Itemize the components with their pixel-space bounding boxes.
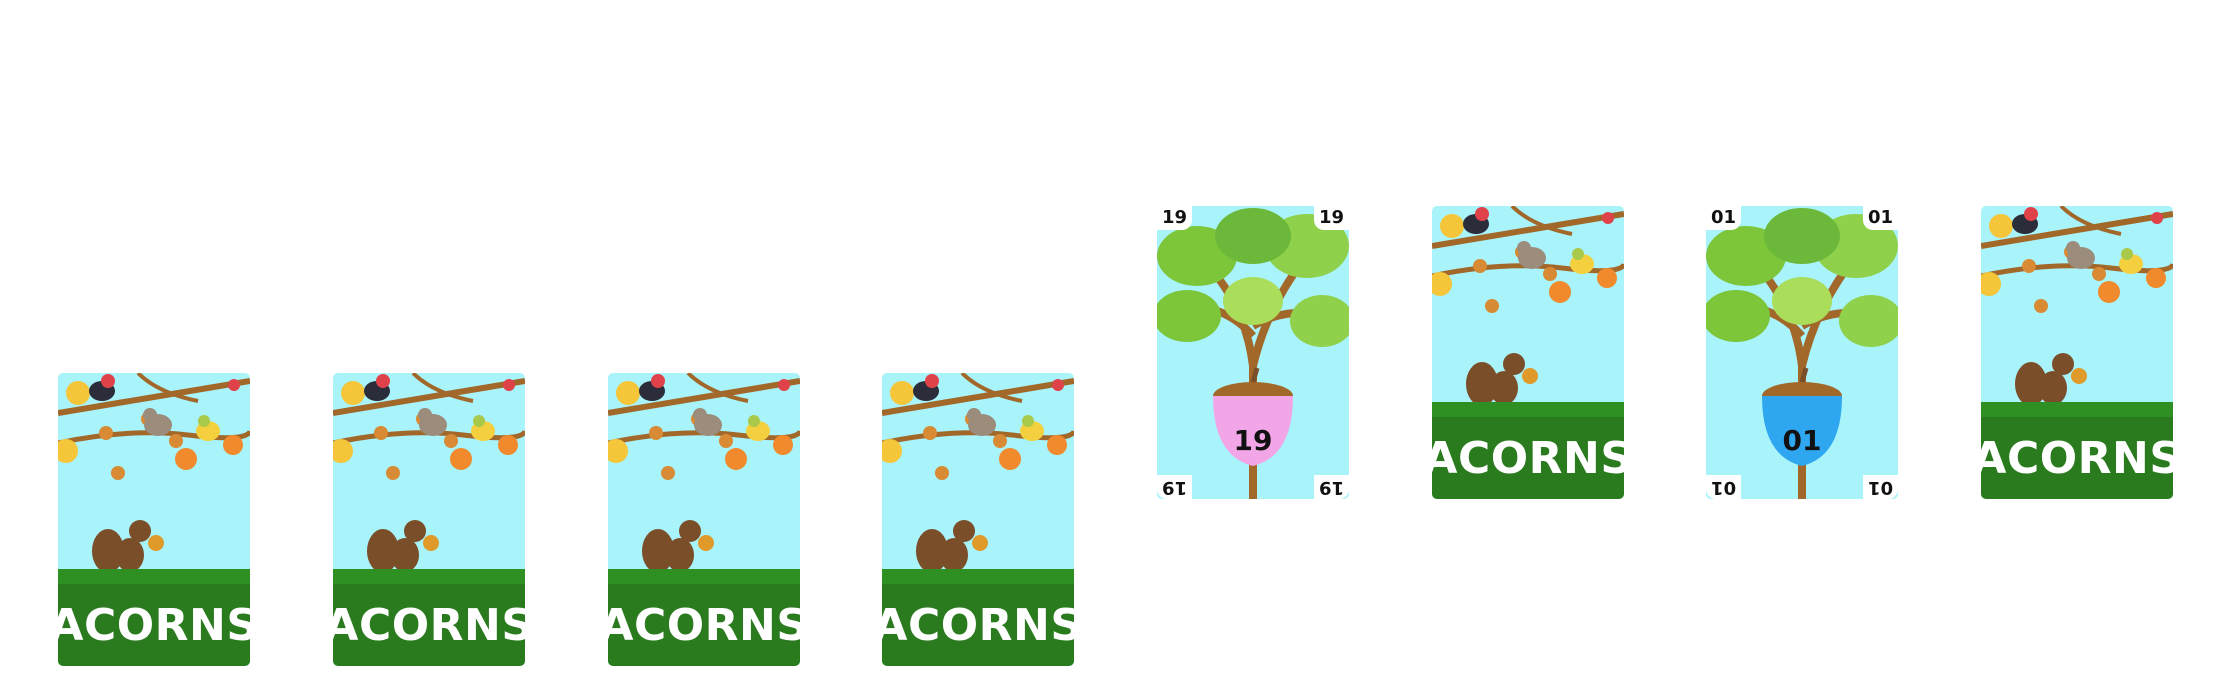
- acorn-value: 19: [1233, 424, 1273, 457]
- card-back-label: ACORNS: [58, 599, 250, 651]
- card-corner-value: 19: [1157, 475, 1193, 499]
- acorn-body: [1213, 396, 1293, 466]
- card-corner-value: 01: [1706, 206, 1742, 230]
- card-back-label: ACORNS: [1981, 432, 2173, 484]
- card-back-1[interactable]: ACORNS: [58, 373, 250, 666]
- card-corner-value: 01: [1706, 475, 1742, 499]
- card-back-art: [58, 373, 250, 666]
- card-back-2[interactable]: ACORNS: [333, 373, 525, 666]
- card-back-8[interactable]: ACORNS: [1981, 206, 2173, 499]
- card-back-4[interactable]: ACORNS: [882, 373, 1074, 666]
- card-corner-value: 01: [1862, 475, 1898, 499]
- acorn-value: 01: [1782, 424, 1822, 457]
- card-back-6[interactable]: ACORNS: [1432, 206, 1624, 499]
- card-face-01[interactable]: 01 01 01 01 01: [1706, 206, 1898, 499]
- card-back-label: ACORNS: [1432, 432, 1624, 484]
- card-corner-value: 01: [1862, 206, 1898, 230]
- card-back-art: [333, 373, 525, 666]
- oak-tree-art: [1157, 206, 1349, 499]
- card-back-label: ACORNS: [608, 599, 800, 651]
- card-corner-value: 19: [1313, 475, 1349, 499]
- card-back-art: [882, 373, 1074, 666]
- card-back-art: [608, 373, 800, 666]
- card-face-19[interactable]: 19 19 19 19 19: [1157, 206, 1349, 499]
- card-corner-value: 19: [1313, 206, 1349, 230]
- card-back-art: [1981, 206, 2173, 499]
- acorn-body: [1762, 396, 1842, 466]
- card-back-art: [1432, 206, 1624, 499]
- card-back-label: ACORNS: [882, 599, 1074, 651]
- oak-tree-art: [1706, 206, 1898, 499]
- card-back-3[interactable]: ACORNS: [608, 373, 800, 666]
- card-back-label: ACORNS: [333, 599, 525, 651]
- card-corner-value: 19: [1157, 206, 1193, 230]
